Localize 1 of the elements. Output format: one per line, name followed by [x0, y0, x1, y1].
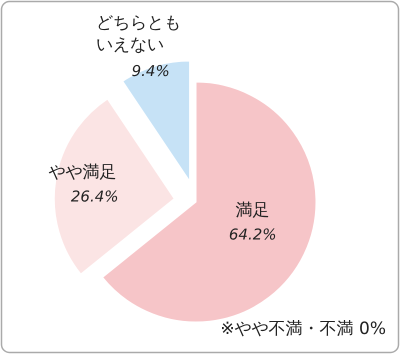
annotation: ※やや不満・不満 0%: [220, 319, 386, 339]
